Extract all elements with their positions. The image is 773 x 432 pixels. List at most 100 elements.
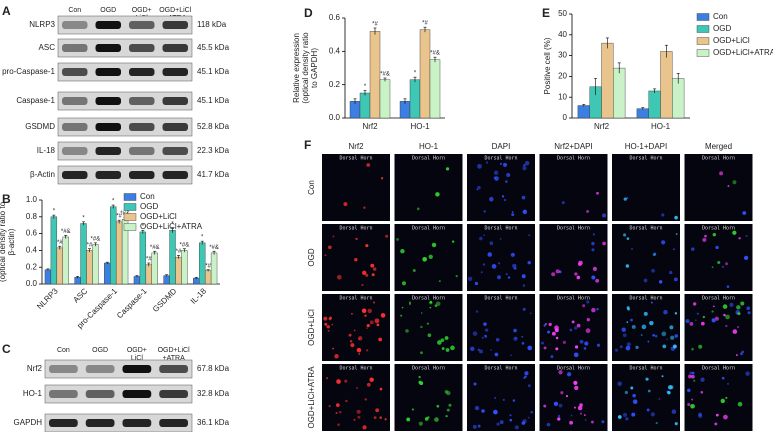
blot-size: 45.1 kDa	[197, 67, 230, 76]
cell	[477, 185, 481, 190]
cell	[448, 403, 452, 407]
cell	[479, 349, 483, 354]
cell	[514, 425, 519, 430]
y-tick-label: 0.0	[329, 113, 341, 122]
x-tick-label: ASC	[71, 286, 89, 304]
cell	[622, 412, 628, 417]
annotation: *	[414, 71, 417, 77]
bar	[175, 256, 182, 285]
line: OGD	[100, 7, 116, 14]
blot-size: 22.3 kDa	[197, 146, 230, 155]
cell	[742, 211, 747, 215]
cell	[717, 260, 721, 264]
cell	[631, 247, 633, 250]
cell	[434, 417, 439, 422]
legend-swatch	[696, 37, 710, 45]
cell	[483, 234, 485, 236]
cell	[727, 185, 730, 187]
micrograph-region: Dorsal Horn	[557, 366, 590, 372]
cell	[694, 319, 697, 322]
micrograph-row-label: Con	[307, 180, 316, 195]
cell	[332, 235, 335, 238]
y-tick-label: 0.2	[26, 262, 38, 271]
cell	[418, 375, 421, 379]
blot-column-label: OGD	[92, 347, 108, 354]
cell	[364, 314, 367, 317]
cell	[513, 266, 517, 270]
cell	[497, 275, 501, 280]
cell	[380, 177, 384, 180]
cell	[651, 268, 655, 273]
blot-column-label: Con	[57, 347, 70, 354]
cell	[485, 161, 489, 164]
cell	[614, 348, 619, 352]
bar	[369, 31, 381, 119]
blot-band	[162, 21, 188, 29]
cell	[669, 325, 674, 330]
legend-label: Con	[140, 192, 155, 201]
cells	[687, 371, 750, 426]
blot-size: 45.1 kDa	[197, 96, 230, 105]
cell	[521, 274, 526, 279]
cell	[484, 328, 489, 332]
bar	[359, 92, 371, 119]
cell	[700, 377, 705, 382]
cell	[725, 396, 728, 399]
cell	[513, 328, 517, 333]
blot-band	[95, 171, 121, 179]
cell	[723, 313, 726, 317]
cell	[667, 390, 671, 395]
blot-band	[95, 44, 121, 52]
annotation: *#&	[180, 242, 190, 248]
cell	[635, 345, 639, 350]
cell	[374, 318, 380, 324]
bar	[56, 247, 63, 285]
cell	[375, 408, 380, 413]
cell	[522, 419, 527, 424]
cell	[487, 252, 492, 257]
cell	[489, 241, 494, 246]
micrograph-region: Dorsal Horn	[557, 296, 590, 302]
cell	[373, 301, 376, 304]
micrograph-column-label: HO-1+DAPI	[625, 142, 667, 151]
cell	[445, 414, 448, 418]
legend-label: OGD	[140, 202, 158, 211]
cell	[356, 347, 362, 353]
blot-band	[129, 68, 155, 76]
cell	[441, 347, 445, 350]
annotation: *	[171, 221, 174, 227]
cell	[365, 244, 369, 248]
cell	[673, 248, 675, 251]
cells	[690, 230, 749, 288]
micrograph	[394, 224, 463, 291]
cell	[489, 196, 494, 202]
blot-band	[95, 123, 121, 131]
cell	[495, 337, 500, 342]
cell	[358, 353, 361, 355]
cell	[591, 248, 595, 252]
bar	[379, 79, 391, 119]
cell	[662, 344, 667, 349]
cell	[746, 306, 750, 311]
bar	[577, 105, 590, 119]
cell	[550, 355, 554, 359]
blot-band	[62, 21, 88, 29]
cell	[574, 272, 578, 276]
micrograph-region: Dorsal Horn	[629, 296, 662, 302]
cell	[726, 382, 730, 385]
micrograph	[539, 364, 608, 431]
cell	[670, 335, 675, 340]
cell	[434, 304, 438, 308]
blot-column-label: OGD	[100, 7, 116, 14]
cell	[663, 309, 668, 315]
cell	[740, 301, 745, 306]
cell	[411, 408, 414, 411]
cell	[591, 275, 596, 280]
bar	[80, 223, 87, 285]
micrograph	[684, 154, 753, 221]
blot-strip	[57, 38, 193, 58]
cell	[337, 423, 340, 427]
cell	[527, 260, 531, 265]
cell	[431, 242, 437, 248]
blot-band	[62, 68, 88, 76]
